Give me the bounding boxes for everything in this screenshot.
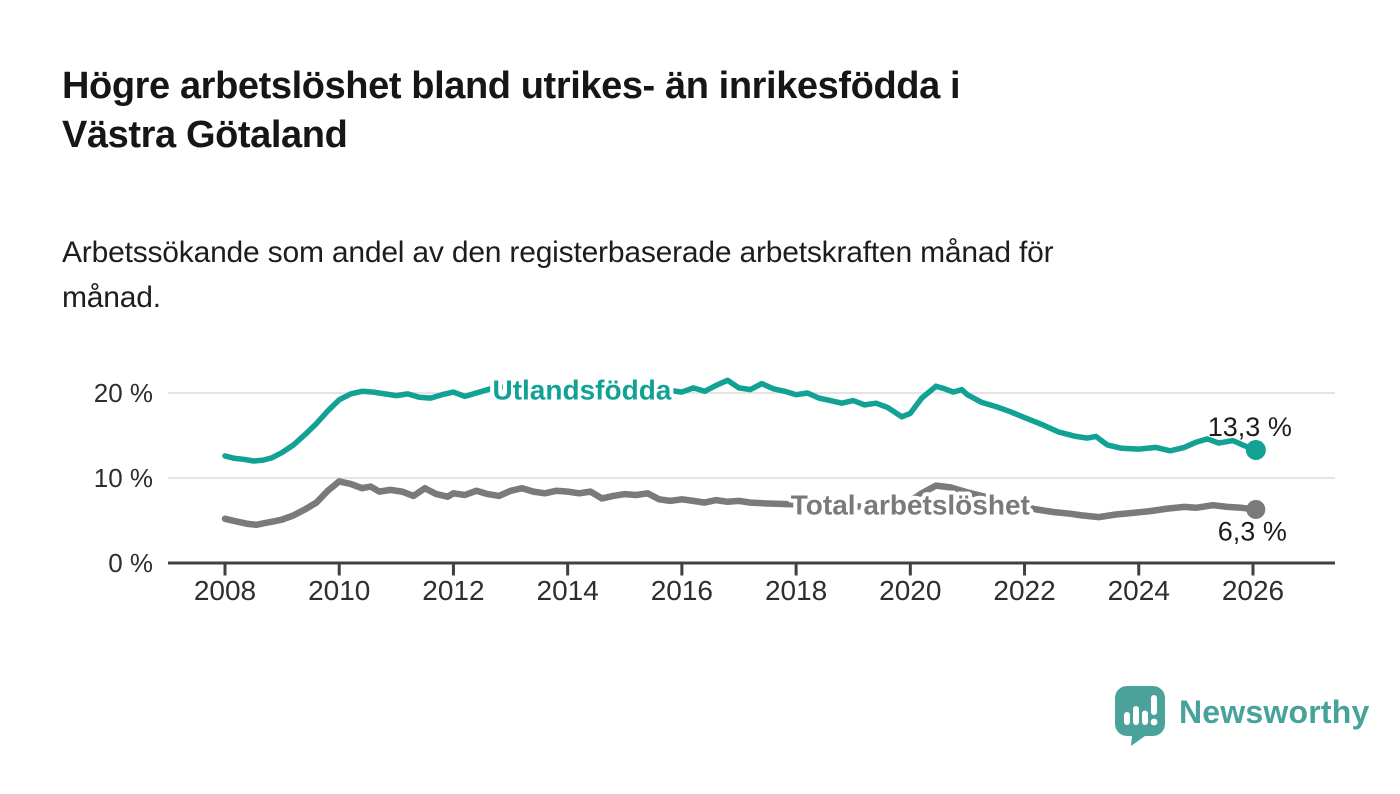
page-title: Högre arbetslöshet bland utrikes- än inr… [62,62,961,161]
chart-subtitle-line-1: Arbetssökande som andel av den registerb… [62,236,1054,269]
x-tick-label-2016: 2016 [651,575,713,606]
x-tick-label-2024: 2024 [1108,575,1170,606]
y-tick-label-10: 10 % [94,463,153,493]
series-end-dot-total-arbetsloshet [1246,499,1266,519]
series-line-total-arbetsloshet [221,478,1260,529]
y-tick-label-20: 20 % [94,378,153,408]
x-tick-label-2018: 2018 [765,575,827,606]
brand-name: Newsworthy [1179,694,1370,730]
newsworthy-logo-icon [1115,686,1165,746]
x-tick-label-2008: 2008 [194,575,256,606]
y-tick-label-0: 0 % [108,548,153,578]
chart-subtitle: Arbetssökande som andel av den registerb… [62,230,1054,320]
page-title-line-1: Högre arbetslöshet bland utrikes- än inr… [62,65,961,107]
series-end-dot-utlandsfodda [1245,439,1266,460]
x-tick-label-2026: 2026 [1222,575,1284,606]
x-tick-label-2014: 2014 [537,575,599,606]
x-tick-label-2022: 2022 [993,575,1055,606]
series-end-value-total-arbetsloshet: 6,3 % [1218,516,1287,546]
series-inline-label-utlandsfodda: Utlandsfödda [492,374,671,405]
x-tick-label-2010: 2010 [308,575,370,606]
series-line-utlandsfodda [222,377,1259,464]
brand-footer: Newsworthy [1114,684,1369,748]
series-end-value-utlandsfodda: 13,3 % [1208,412,1292,442]
x-tick-label-2020: 2020 [879,575,941,606]
series-inline-label-total-arbetsloshet: Total arbetslöshet [791,490,1030,521]
x-tick-label-2012: 2012 [422,575,484,606]
chart-subtitle-line-2: månad. [62,281,161,314]
page-title-line-2: Västra Götaland [62,114,348,157]
